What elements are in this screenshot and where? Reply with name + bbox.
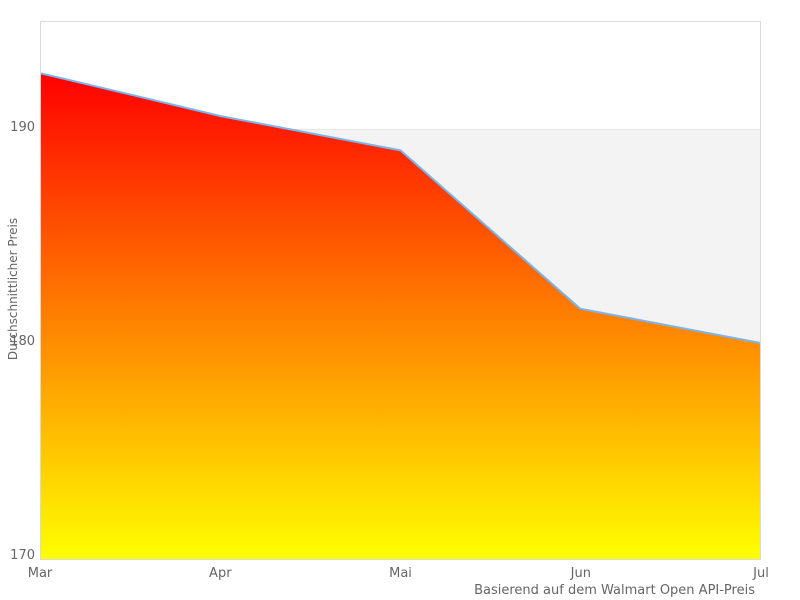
y-tick-label: 170 xyxy=(10,547,35,563)
area-fill xyxy=(41,73,760,559)
x-tick-label: Mar xyxy=(27,566,53,581)
y-tick-label: 180 xyxy=(10,333,35,349)
series-line xyxy=(41,72,760,344)
x-tick-label: Jul xyxy=(753,566,769,581)
area-series xyxy=(41,72,760,559)
x-tick-label: Jun xyxy=(570,566,591,581)
y-tick-label: 190 xyxy=(10,119,35,135)
x-tick-label: Mai xyxy=(389,566,412,581)
chart-caption: Basierend auf dem Walmart Open API-Preis xyxy=(474,583,755,598)
x-tick-label: Apr xyxy=(209,566,232,581)
plot-area xyxy=(40,21,761,560)
gridline xyxy=(41,129,760,130)
